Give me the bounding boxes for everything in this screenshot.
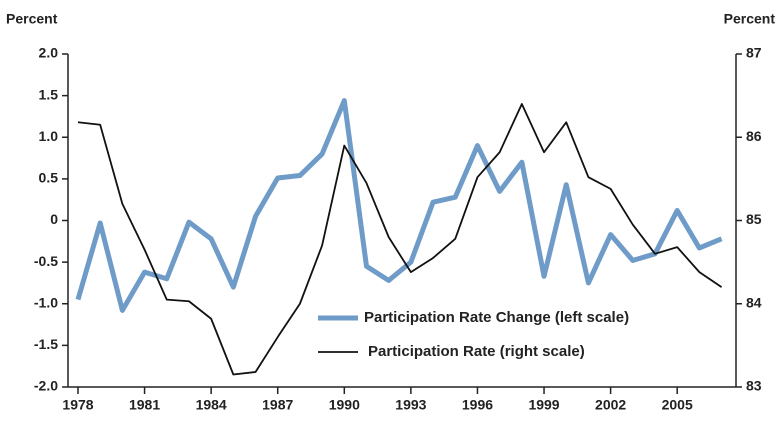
legend-label: Participation Rate Change (left scale)	[364, 309, 629, 326]
y-tick-label: 0.5	[39, 170, 59, 186]
legend-label: Participation Rate (right scale)	[368, 343, 585, 360]
x-tick-label: 1996	[462, 397, 493, 413]
y2-tick-label: 85	[746, 211, 762, 227]
series-line	[77, 103, 723, 376]
x-tick-label: 1993	[395, 397, 426, 413]
y-tick-label: -0.5	[34, 253, 58, 269]
series-line	[75, 98, 723, 313]
x-tick-label: 1990	[329, 397, 360, 413]
y-tick-label: -1.0	[34, 294, 58, 310]
y-tick-label: 1.5	[39, 86, 59, 102]
y-axis-title: Percent	[6, 11, 58, 27]
x-tick-label: 1978	[62, 397, 93, 413]
y-tick-label: -2.0	[34, 378, 58, 394]
y-tick-label: 1.0	[39, 128, 59, 144]
y-tick-label: 0	[50, 211, 58, 227]
y-tick-label: 2.0	[39, 45, 59, 61]
x-tick-label: 2005	[662, 397, 693, 413]
x-tick-label: 1999	[528, 397, 559, 413]
y2-tick-label: 84	[746, 294, 762, 310]
y2-axis-title: Percent	[724, 11, 776, 27]
x-tick-label: 1984	[196, 397, 227, 413]
x-tick-label: 2002	[595, 397, 626, 413]
y2-tick-label: 86	[746, 128, 762, 144]
x-tick-label: 1987	[262, 397, 293, 413]
y-tick-label: -1.5	[34, 336, 58, 352]
y2-tick-label: 87	[746, 45, 762, 61]
y2-tick-label: 83	[746, 378, 762, 394]
x-tick-label: 1981	[129, 397, 160, 413]
